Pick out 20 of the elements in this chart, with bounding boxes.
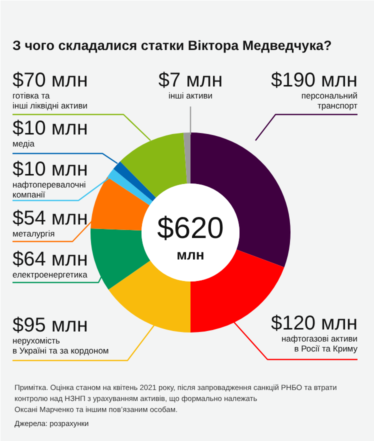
slice-label: нерухомість в Україні та за кордоном: [12, 336, 109, 356]
data-label: $7 млн: [158, 70, 223, 92]
slice-label: медіа: [12, 138, 35, 148]
slice-label: готівка та інші ліквідні активи: [12, 90, 88, 110]
chart-title: З чого складалися статки Віктора Медведчука?: [12, 38, 332, 53]
data-label: $190 млн: [270, 70, 358, 92]
slice-label: персональний транспорт: [301, 90, 358, 110]
data-label: $64 млн: [12, 248, 88, 270]
data-label: $70 млн: [12, 70, 88, 92]
data-label: $54 млн: [12, 208, 88, 230]
data-label: $120 млн: [270, 312, 358, 334]
text: $620 млн: [157, 212, 224, 262]
data-label: $95 млн: [12, 314, 88, 336]
slice-label: нафтоперевалочні компанії: [12, 180, 86, 200]
data-label: $10 млн: [12, 118, 88, 140]
slice-label: металургія: [12, 228, 56, 238]
slice-label: нафтогазові активи в Росії та Криму: [281, 334, 358, 354]
data-label: $10 млн: [12, 158, 88, 180]
slice-label: інші активи: [168, 90, 213, 100]
slice-label: електроенергетика: [12, 270, 88, 280]
